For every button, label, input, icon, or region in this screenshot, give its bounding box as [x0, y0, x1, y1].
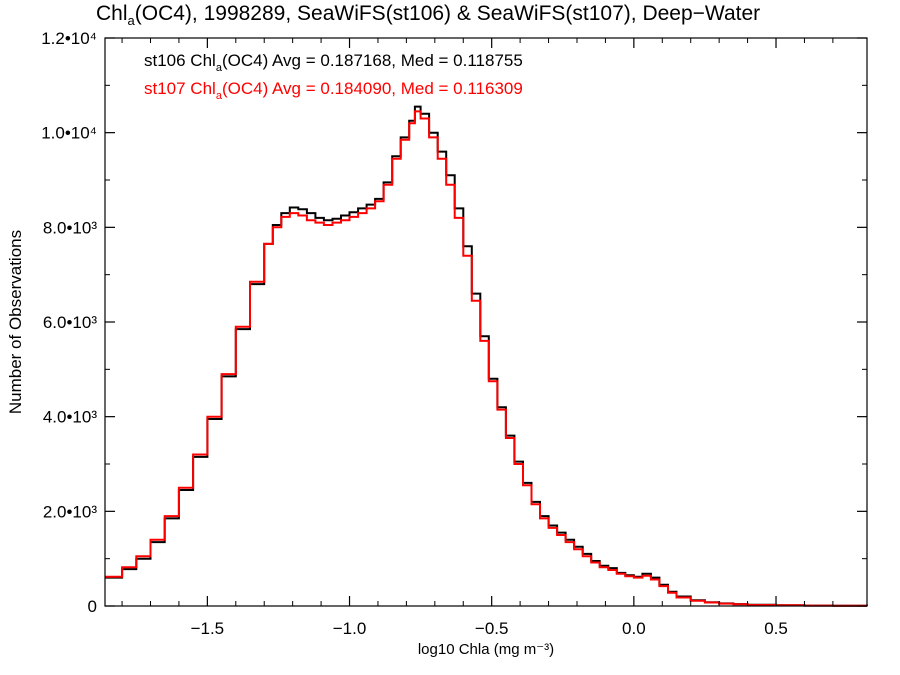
annotations: st106 Chla(OC4) Avg = 0.187168, Med = 0.… — [144, 51, 523, 102]
x-axis-label: log10 Chla (mg m⁻³) — [418, 641, 554, 658]
title-rest: (OC4), 1998289, SeaWiFS(st106) & SeaWiFS… — [134, 2, 761, 25]
title-main: Chl — [96, 2, 128, 25]
x-axis-ticks: −1.5 −1.0 −0.5 0.0 0.5 — [121, 38, 834, 638]
plot-frame — [104, 37, 868, 607]
y-axis-label: Number of Observations — [6, 230, 25, 414]
y-tick-label: 6.0•10³ — [43, 313, 97, 332]
x-tick-label: −0.5 — [475, 619, 509, 638]
chart-title: Chla(OC4), 1998289, SeaWiFS(st106) & Sea… — [96, 2, 760, 28]
y-tick-label: 0 — [88, 597, 97, 616]
y-tick-label: 8.0•10³ — [43, 218, 97, 237]
x-tick-label: −1.0 — [333, 619, 367, 638]
series-curves — [105, 105, 868, 607]
series-line-st107 — [105, 110, 868, 607]
y-axis-ticks: 0 2.0•10³ 4.0•10³ 6.0•10³ 8.0•10³ 1.0•10⁴ 1.2•… — [41, 29, 867, 616]
x-tick-label: −1.5 — [191, 619, 225, 638]
x-tick-label: 0.0 — [622, 619, 646, 638]
y-tick-label: 2.0•10³ — [43, 502, 97, 521]
title-subscript: a — [127, 13, 135, 28]
y-tick-label: 4.0•10³ — [43, 408, 97, 427]
y-tick-label: 1.2•10⁴ — [41, 29, 97, 48]
x-tick-label: 0.5 — [764, 619, 788, 638]
annotation-1: st107 Chla(OC4) Avg = 0.184090, Med = 0.… — [144, 79, 523, 102]
y-tick-label: 1.0•10⁴ — [41, 124, 97, 143]
series-line-st106 — [105, 105, 868, 607]
annotation-0: st106 Chla(OC4) Avg = 0.187168, Med = 0.… — [144, 51, 523, 74]
